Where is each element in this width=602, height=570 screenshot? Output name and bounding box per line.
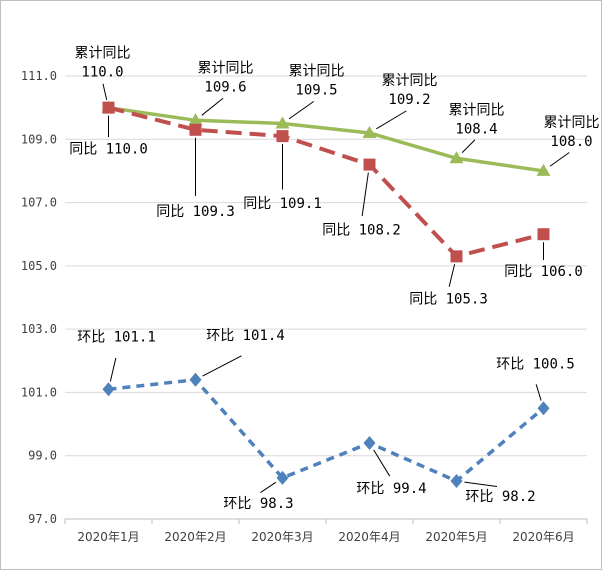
series-lines <box>101 100 551 489</box>
data-point-mom <box>189 372 202 387</box>
y-tick-label: 107.0 <box>21 196 57 210</box>
data-label-yoy: 同比 106.0 <box>504 264 583 280</box>
y-tick-label: 111.0 <box>21 69 57 83</box>
label-leader-line <box>260 481 277 494</box>
label-leader-line <box>461 139 476 153</box>
y-tick-label: 105.0 <box>21 259 57 273</box>
label-leader-line <box>549 152 570 167</box>
data-label-cumulative: 累计同比 108.0 <box>544 115 600 150</box>
x-tick-label: 2020年4月 <box>338 530 400 544</box>
x-tick-label: 2020年5月 <box>425 530 487 544</box>
data-label-cumulative: 累计同比 109.5 <box>289 63 345 98</box>
label-leader-line <box>376 110 407 130</box>
data-label-yoy: 同比 110.0 <box>69 142 148 158</box>
y-tick-label: 101.0 <box>21 385 57 399</box>
data-label-cumulative: 累计同比 109.2 <box>382 73 438 108</box>
data-point-yoy <box>363 158 376 171</box>
data-label-cumulative: 累计同比 109.6 <box>198 60 254 95</box>
series-line-mom <box>108 378 545 483</box>
label-leaders <box>102 83 570 494</box>
data-label-mom: 环比 101.4 <box>206 328 285 344</box>
data-point-mom <box>102 382 115 397</box>
data-label-mom: 环比 98.2 <box>465 489 535 505</box>
label-leader-line <box>373 449 391 477</box>
data-point-yoy <box>450 250 463 263</box>
label-leader-line <box>448 264 456 287</box>
gridlines <box>65 75 587 457</box>
data-point-mom <box>276 470 289 485</box>
axes: 97.0 99.0 101.0 103.0 105.0 107.0 109.0 111.0 20… <box>21 69 588 544</box>
data-point-yoy <box>102 101 115 114</box>
y-tick-label: 103.0 <box>21 322 57 336</box>
data-point-cumulative <box>362 125 377 138</box>
data-labels: 累计同比 110.0 累计同比 109.6 累计同比 109.5 累计同比 109.2 累计同比… <box>69 46 599 512</box>
x-tick-label: 2020年1月 <box>77 530 139 544</box>
x-tick-label: 2020年2月 <box>164 530 226 544</box>
label-leader-line <box>102 83 108 100</box>
label-leader-line <box>464 481 498 488</box>
data-label-mom: 环比 99.4 <box>356 481 426 497</box>
label-leader-line <box>201 97 224 116</box>
data-point-yoy <box>537 228 550 241</box>
label-leader-line <box>288 100 315 120</box>
series-line-cumulative <box>108 105 544 173</box>
data-label-mom: 环比 101.1 <box>77 329 156 345</box>
data-point-mom <box>450 474 463 489</box>
x-tick-label: 2020年3月 <box>251 530 313 544</box>
data-label-mom: 环比 100.5 <box>496 356 575 372</box>
y-tick-label: 99.0 <box>28 449 57 463</box>
data-label-yoy: 同比 108.2 <box>322 223 401 239</box>
data-point-mom <box>537 401 550 416</box>
label-leader-line <box>361 172 369 217</box>
data-point-cumulative <box>536 163 551 176</box>
data-label-yoy: 同比 109.3 <box>156 204 235 220</box>
label-leader-line <box>535 384 542 401</box>
data-label-yoy: 同比 109.1 <box>243 196 322 212</box>
y-tick-label: 97.0 <box>28 512 57 526</box>
label-leader-line <box>109 357 117 382</box>
data-point-cumulative <box>188 113 203 126</box>
data-point-cumulative <box>449 151 464 164</box>
series-line-yoy <box>108 105 544 259</box>
data-label-cumulative: 累计同比 108.4 <box>449 102 505 137</box>
y-tick-label: 109.0 <box>21 132 57 146</box>
data-label-yoy: 同比 105.3 <box>409 291 488 307</box>
data-label-cumulative: 累计同比 110.0 <box>75 46 131 81</box>
data-point-cumulative <box>275 116 290 129</box>
data-point-yoy <box>276 130 289 143</box>
data-point-mom <box>363 436 376 451</box>
data-point-yoy <box>189 123 202 136</box>
label-leader-line <box>202 355 242 377</box>
x-tick-label: 2020年6月 <box>512 530 574 544</box>
data-label-mom: 环比 98.3 <box>223 496 293 512</box>
